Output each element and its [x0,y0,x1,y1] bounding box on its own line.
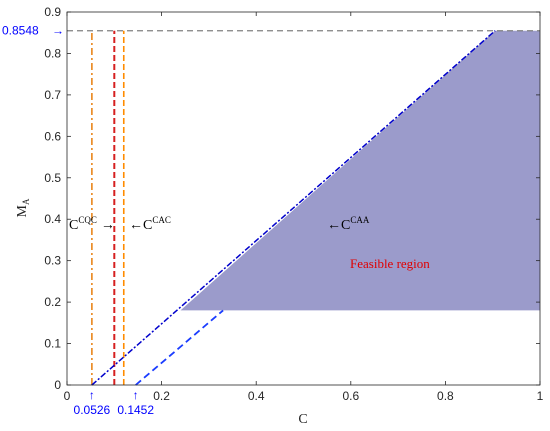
annotation-cac-sup: CAC [152,215,171,225]
annotation-cqc: CCQC → [69,215,115,233]
annotation-caa-sup: CAA [350,215,370,225]
x-value-markers: ↑0.0526↑0.1452 [74,388,155,417]
reference-value-label: 0.8548 [2,24,39,38]
annotation-caa: ←CCAA [327,215,370,233]
y-tick-label: 0.6 [44,129,61,143]
x-tick-label: 0.6 [342,389,359,403]
x-marker-arrow: ↑ [89,388,95,402]
y-tick-label: 0.8 [44,46,61,60]
x-marker-label: 0.1452 [117,403,154,417]
annotation-caa-base: C [341,218,350,233]
x-marker-arrow: ↑ [133,388,139,402]
line-caa-boundary [91,30,496,386]
x-tick-label: 0.2 [153,389,170,403]
y-tick-label: 0.9 [44,5,61,19]
plot-frame [66,11,541,386]
line-lower-boundary [135,309,224,386]
annotation-cac-base: C [143,218,152,233]
y-tick-label: 0.3 [44,254,61,268]
annotation-cqc-sup: CQC [78,215,97,225]
annotation-cqc-arrow: → [101,218,115,233]
annotation-cac-arrow: ← [129,218,143,233]
y-tick-label: 0.7 [44,88,61,102]
y-tick-label: 0.5 [44,171,61,185]
x-tick-label: 0.4 [248,389,265,403]
y-tick-label: 0.2 [44,295,61,309]
feasible-region-area [180,30,540,311]
y-axis-ticks: 0 0.1 0.2 0.3 0.4 0.5 0.6 0.7 0.8 0.9 [44,5,540,392]
x-tick-label: 0 [64,389,71,403]
annotation-caa-arrow: ← [327,218,341,233]
reference-value-arrow: → [52,24,64,38]
x-axis-label: C [298,412,307,427]
x-axis-ticks: 0 0.2 0.4 0.6 0.8 1 [64,12,544,403]
x-marker-label: 0.0526 [74,403,111,417]
y-axis-label: MA [15,198,31,217]
y-axis-label-main: M [15,204,30,217]
annotation-cqc-base: C [69,218,78,233]
y-tick-label: 0.1 [44,337,61,351]
annotation-cac: ←CCAC [129,215,171,233]
feasible-region-label: Feasible region [350,256,430,271]
x-tick-label: 1 [537,389,544,403]
y-tick-label: 0.4 [44,212,61,226]
y-axis-label-sub: A [21,198,31,205]
y-tick-label: 0 [54,378,61,392]
x-tick-label: 0.8 [437,389,454,403]
